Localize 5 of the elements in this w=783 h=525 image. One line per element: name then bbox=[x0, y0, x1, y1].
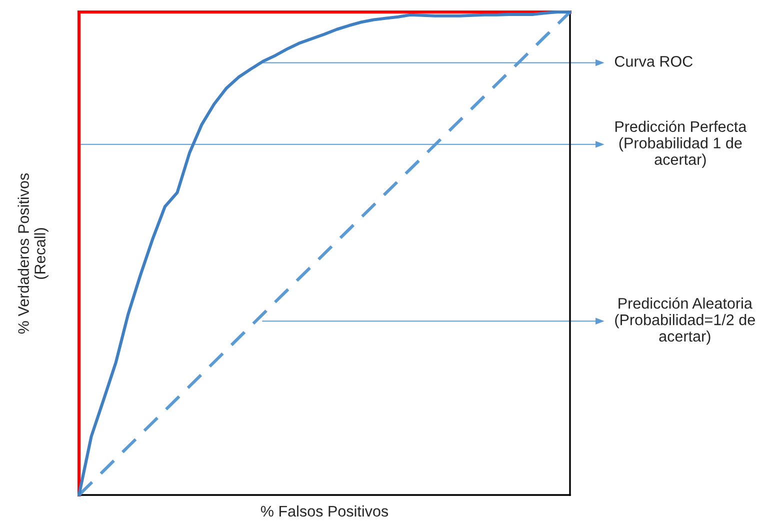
text: Predicción Perfecta (Probabilidad 1 de acertar) bbox=[615, 120, 747, 168]
text: Curva ROC bbox=[614, 56, 693, 67]
text: Predicción Aleatoria (Probabilidad=1/2 de acertar) bbox=[615, 297, 755, 345]
x-axis-title: % Falsos Positivos bbox=[260, 505, 388, 517]
y-axis-title: % Verdaderos Positivos (Recall) bbox=[18, 173, 48, 334]
